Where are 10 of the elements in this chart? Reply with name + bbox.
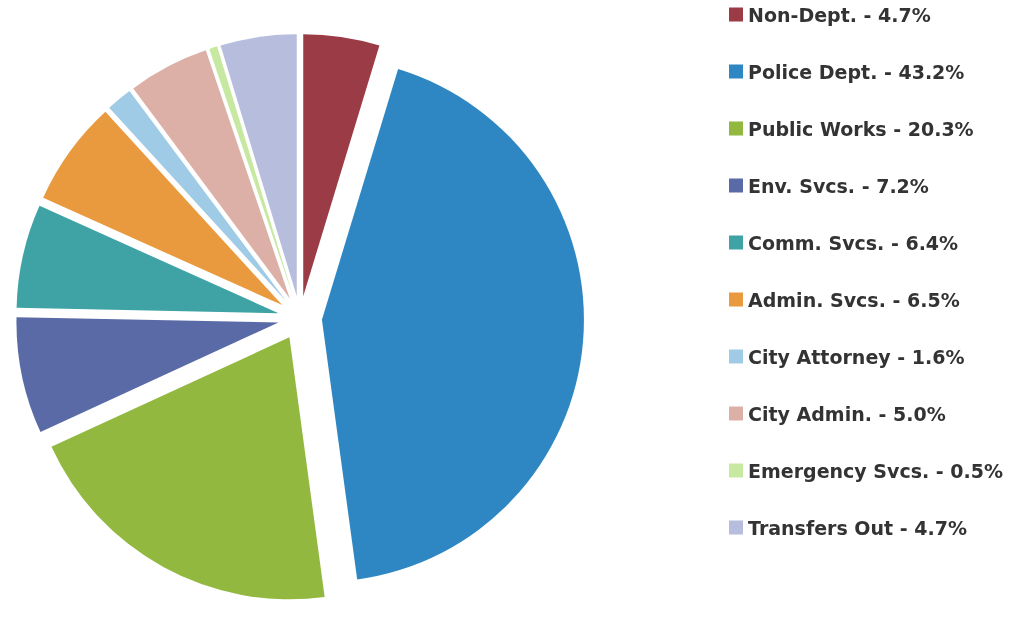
legend-label: Env. Svcs. - 7.2% [748, 174, 929, 197]
legend-label: Comm. Svcs. - 6.4% [748, 231, 959, 254]
legend-label: Emergency Svcs. - 0.5% [748, 459, 1004, 482]
legend-label: Transfers Out - 4.7% [748, 516, 967, 539]
legend-label: Non-Dept. - 4.7% [748, 3, 931, 26]
legend-label: Police Dept. - 43.2% [748, 60, 965, 83]
legend-label: City Admin. - 5.0% [748, 402, 946, 425]
legend-label: Public Works - 20.3% [748, 117, 974, 140]
legend-label: Admin. Svcs. - 6.5% [748, 288, 960, 311]
legend-label: City Attorney - 1.6% [748, 345, 965, 368]
